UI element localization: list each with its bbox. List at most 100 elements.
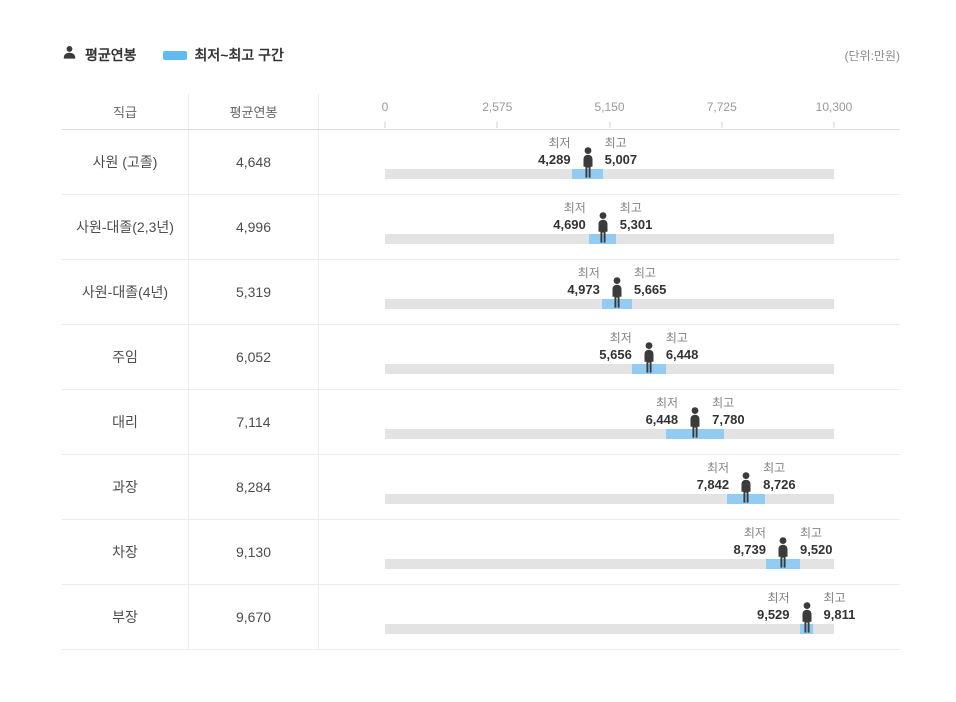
axis-tick-label: 7,725 (706, 100, 737, 114)
axis-tick-mark (609, 122, 610, 128)
min-label: 최저 (563, 201, 586, 215)
table-row: 주임 6,052 최저 5,656 최고 6,448 (62, 325, 900, 390)
row-grade: 사원-대졸(2,3년) (76, 219, 174, 235)
header-grade: 직급 (113, 105, 137, 120)
max-annotation: 최고 9,520 (800, 526, 833, 558)
row-average-value: 4,648 (188, 130, 318, 194)
max-value: 7,780 (712, 412, 745, 427)
max-annotation: 최고 9,811 (824, 591, 856, 623)
header-axis: 0 2,575 5,150 7,725 10,300 (318, 94, 900, 129)
legend-range-label: 최저~최고 구간 (194, 47, 284, 63)
range-track (385, 624, 834, 634)
axis-tick-label: 5,150 (594, 100, 625, 114)
unit-label: (단위:만원) (844, 48, 901, 63)
min-value: 4,289 (538, 152, 571, 167)
salary-table: 직급 평균연봉 0 2,575 5,150 7,725 10,300 사원 (고졸) 4… (62, 94, 900, 650)
axis-zone: 0 2,575 5,150 7,725 10,300 (381, 94, 852, 129)
table-row: 사원 (고졸) 4,648 최저 4,289 최고 5,007 (62, 130, 900, 195)
min-annotation: 최저 4,973 (567, 266, 600, 298)
row-chart: 최저 9,529 최고 9,811 (318, 585, 900, 649)
range-bar (765, 559, 800, 569)
legend-average-label: 평균연봉 (85, 47, 137, 63)
range-bar (726, 494, 766, 504)
max-label: 최고 (763, 461, 786, 475)
salary-chart-panel: 평균연봉 최저~최고 구간 (단위:만원) 직급 평균연봉 0 2,575 5,15… (62, 44, 900, 650)
max-label: 최고 (633, 266, 656, 280)
row-chart: 최저 5,656 최고 6,448 (318, 325, 900, 389)
max-annotation: 최고 7,780 (712, 396, 745, 428)
range-bar (589, 234, 617, 244)
min-value: 6,448 (645, 412, 679, 427)
min-annotation: 최저 5,656 (599, 331, 632, 363)
person-icon (684, 406, 706, 439)
max-label: 최고 (665, 331, 688, 345)
max-annotation: 최고 8,726 (763, 461, 796, 493)
legend-bar: 평균연봉 최저~최고 구간 (단위:만원) (62, 44, 900, 66)
axis-tick-mark (721, 122, 723, 128)
min-annotation: 최저 4,289 (538, 136, 571, 168)
row-average-value: 9,670 (188, 585, 318, 649)
table-row: 차장 9,130 최저 8,739 최고 9,520 (62, 520, 900, 585)
row-average-value: 8,284 (188, 455, 318, 519)
row-average-value: 7,114 (188, 390, 318, 454)
row-chart: 최저 4,690 최고 5,301 (318, 195, 900, 259)
min-value: 8,739 (733, 542, 766, 557)
table-row: 사원-대졸(2,3년) 4,996 최저 4,690 최고 5,301 (62, 195, 900, 260)
range-track (385, 169, 834, 179)
range-bar (666, 429, 725, 439)
max-value: 5,301 (619, 217, 653, 232)
min-label: 최저 (767, 591, 790, 605)
max-annotation: 최고 5,665 (634, 266, 667, 298)
axis-tick-mark (496, 122, 498, 128)
person-icon (772, 536, 794, 569)
range-bar (800, 624, 813, 634)
max-annotation: 최고 6,448 (666, 331, 699, 363)
max-value: 9,520 (799, 542, 833, 557)
row-grade: 사원-대졸(4년) (81, 284, 169, 300)
person-icon (592, 211, 614, 244)
person-icon (62, 45, 77, 65)
max-value: 8,726 (763, 477, 796, 492)
min-label: 최저 (548, 136, 571, 150)
range-track (385, 364, 834, 374)
min-value: 9,529 (756, 607, 790, 622)
row-chart: 최저 4,973 최고 5,665 (318, 260, 900, 324)
range-track (385, 494, 834, 504)
min-annotation: 최저 9,529 (757, 591, 790, 623)
row-average-value: 5,319 (188, 260, 318, 324)
min-annotation: 최저 8,739 (733, 526, 766, 558)
max-annotation: 최고 5,301 (620, 201, 653, 233)
max-value: 5,665 (633, 282, 667, 297)
max-annotation: 최고 5,007 (605, 136, 638, 168)
max-label: 최고 (712, 396, 735, 410)
table-header: 직급 평균연봉 0 2,575 5,150 7,725 10,300 (62, 94, 900, 130)
person-icon (735, 471, 757, 504)
row-grade: 차장 (112, 544, 138, 560)
header-average: 평균연봉 (188, 94, 318, 129)
row-average-value: 4,996 (188, 195, 318, 259)
range-bar (601, 299, 632, 309)
max-label: 최고 (799, 526, 823, 540)
axis-tick-label: 0 (381, 100, 389, 114)
max-value: 9,811 (823, 607, 856, 622)
legend-item-average: 평균연봉 (62, 45, 137, 65)
row-chart: 최저 8,739 최고 9,520 (318, 520, 900, 584)
max-label: 최고 (823, 591, 846, 605)
row-grade: 사원 (고졸) (92, 154, 158, 170)
person-icon (606, 276, 628, 309)
table-row: 과장 8,284 최저 7,842 최고 8,726 (62, 455, 900, 520)
range-bar (631, 364, 667, 374)
min-label: 최저 (707, 461, 730, 475)
min-label: 최저 (609, 331, 632, 345)
min-value: 7,842 (696, 477, 730, 492)
range-track (385, 559, 834, 569)
row-chart: 최저 4,289 최고 5,007 (318, 130, 900, 194)
person-icon (796, 601, 818, 634)
row-average-value: 9,130 (188, 520, 318, 584)
table-row: 대리 7,114 최저 6,448 최고 7,780 (62, 390, 900, 455)
row-average-value: 6,052 (188, 325, 318, 389)
row-chart: 최저 7,842 최고 8,726 (318, 455, 900, 519)
person-icon (577, 146, 599, 179)
axis-tick-mark (384, 122, 386, 128)
row-grade: 과장 (112, 479, 138, 495)
